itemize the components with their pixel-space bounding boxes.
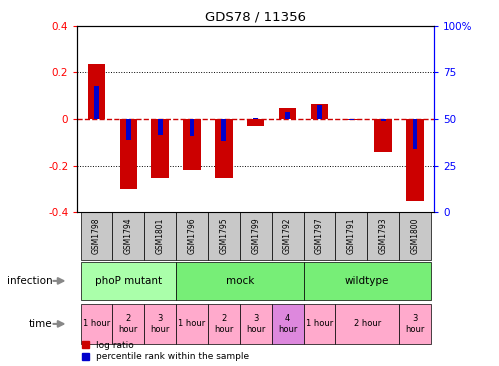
Text: GSM1801: GSM1801	[156, 218, 165, 254]
Bar	[208, 304, 240, 344]
Bar	[120, 119, 137, 189]
Legend: log ratio, percentile rank within the sample: log ratio, percentile rank within the sa…	[82, 341, 250, 362]
Text: phoP mutant: phoP mutant	[95, 276, 162, 286]
Bar	[80, 304, 112, 344]
Bar	[80, 262, 176, 300]
Bar	[88, 64, 105, 119]
Bar	[367, 212, 399, 260]
Text: 2
hour: 2 hour	[214, 314, 234, 334]
Bar	[399, 304, 431, 344]
Bar	[413, 119, 418, 149]
Bar	[158, 119, 163, 135]
Bar	[374, 119, 392, 152]
Bar	[311, 104, 328, 119]
Text: GSM1792: GSM1792	[283, 218, 292, 254]
Text: GSM1798: GSM1798	[92, 218, 101, 254]
Text: time: time	[29, 319, 52, 329]
Bar	[342, 119, 360, 120]
Bar	[94, 86, 99, 119]
Bar	[80, 212, 112, 260]
Text: 2 hour: 2 hour	[354, 320, 381, 328]
Bar	[240, 212, 271, 260]
Text: 1 hour: 1 hour	[179, 320, 206, 328]
Text: GSM1791: GSM1791	[347, 218, 356, 254]
Text: 3
hour: 3 hour	[151, 314, 170, 334]
Bar	[144, 304, 176, 344]
Bar	[112, 304, 144, 344]
Text: 3
hour: 3 hour	[246, 314, 265, 334]
Text: GSM1796: GSM1796	[188, 218, 197, 254]
Bar	[144, 212, 176, 260]
Bar	[126, 119, 131, 140]
Bar	[285, 112, 290, 119]
Text: 4
hour: 4 hour	[278, 314, 297, 334]
Text: mock: mock	[226, 276, 254, 286]
Text: 1 hour: 1 hour	[306, 320, 333, 328]
Bar	[303, 212, 335, 260]
Bar	[208, 212, 240, 260]
Text: GSM1794: GSM1794	[124, 218, 133, 254]
Text: GSM1799: GSM1799	[251, 218, 260, 254]
Text: GSM1800: GSM1800	[411, 218, 420, 254]
Title: GDS78 / 11356: GDS78 / 11356	[205, 10, 306, 23]
Bar	[176, 304, 208, 344]
Bar	[317, 105, 322, 119]
Bar	[271, 212, 303, 260]
Text: 3
hour: 3 hour	[405, 314, 425, 334]
Bar	[271, 304, 303, 344]
Bar	[240, 304, 271, 344]
Bar	[190, 119, 195, 137]
Bar	[151, 119, 169, 179]
Bar	[335, 212, 367, 260]
Text: 2
hour: 2 hour	[119, 314, 138, 334]
Bar	[253, 118, 258, 119]
Text: GSM1795: GSM1795	[220, 218, 229, 254]
Bar	[176, 262, 303, 300]
Bar	[381, 119, 386, 121]
Text: wildtype: wildtype	[345, 276, 389, 286]
Bar	[279, 108, 296, 119]
Text: infection: infection	[7, 276, 52, 286]
Bar	[349, 119, 354, 120]
Bar	[247, 119, 264, 126]
Text: GSM1797: GSM1797	[315, 218, 324, 254]
Bar	[222, 119, 227, 141]
Bar	[399, 212, 431, 260]
Text: GSM1793: GSM1793	[379, 218, 388, 254]
Bar	[335, 304, 399, 344]
Bar	[176, 212, 208, 260]
Text: 1 hour: 1 hour	[83, 320, 110, 328]
Bar	[303, 304, 335, 344]
Bar	[183, 119, 201, 170]
Bar	[215, 119, 233, 179]
Bar	[406, 119, 424, 201]
Bar	[112, 212, 144, 260]
Bar	[303, 262, 431, 300]
